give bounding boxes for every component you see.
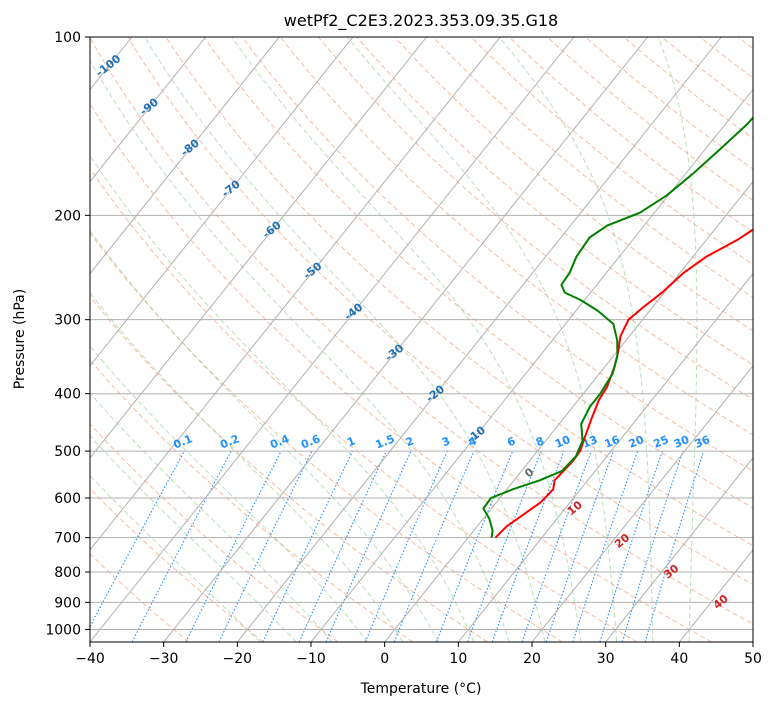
moist-adiabat-line [231, 37, 582, 642]
isotherm-line [90, 37, 280, 275]
moist-adiabat-line [90, 345, 369, 642]
mixing-ratio-line [466, 450, 542, 642]
mixing-ratio-line [90, 450, 185, 628]
mixing-ratio-line [131, 450, 232, 642]
isotherm-line [384, 180, 753, 642]
dewpoint-profile-line [482, 116, 753, 538]
mixing-ratio-label: 1 [345, 434, 357, 449]
dry-adiabat-line [394, 37, 753, 332]
moist-adiabat-line [346, 37, 618, 642]
y-tick-label: 900 [54, 595, 81, 611]
x-tick-label: 50 [744, 651, 762, 667]
mixing-ratio-line [298, 450, 387, 642]
dry-adiabat-line [90, 37, 753, 625]
y-tick-label: 100 [54, 30, 81, 46]
dry-adiabat-line [241, 37, 753, 472]
mixing-ratio-label: 16 [603, 433, 622, 451]
x-tick-label: 40 [670, 651, 688, 667]
isotherm-line [0, 37, 58, 642]
mixing-ratio-line [491, 450, 565, 642]
background-lines [90, 37, 753, 642]
dry-adiabat-line [90, 167, 638, 642]
y-tick-label: 500 [54, 444, 81, 460]
dry-adiabat-line [90, 295, 488, 642]
y-axis: 1000 900 800 700 600 500 400 300 200 100 [45, 30, 90, 638]
temperature-profile-line [494, 228, 753, 539]
moist-adiabat-line [90, 59, 510, 642]
mixing-ratio-label: 30 [672, 433, 691, 451]
isotherm-line [90, 37, 207, 183]
mixing-ratio-label: 20 [627, 433, 646, 451]
y-tick-label: 700 [54, 531, 81, 547]
mixing-ratio-label: 36 [693, 433, 712, 451]
isotherm-line [310, 88, 753, 642]
dry-adiabat-line [90, 487, 264, 642]
x-tick-label: 20 [523, 651, 541, 667]
mixing-ratio-label: 8 [534, 434, 546, 449]
x-tick-label: 10 [449, 651, 467, 667]
x-axis: −40 −30 −20 −10 0 10 20 30 40 50 [75, 642, 762, 667]
y-tick-label: 1000 [45, 622, 81, 638]
mixing-ratio-line [325, 450, 412, 642]
x-axis-title: Temperature (°C) [360, 681, 482, 697]
moist-adiabat-line [90, 154, 475, 642]
dry-adiabat-line [90, 423, 339, 642]
x-tick-label: 0 [380, 651, 389, 667]
grid-lines [0, 37, 753, 642]
mixing-ratio-label: 10 [553, 433, 572, 451]
isotherm-line [531, 364, 753, 642]
x-tick-label: −40 [75, 651, 105, 667]
mixing-ratio-line [262, 450, 353, 642]
x-tick-label: −10 [296, 651, 326, 667]
moist-adiabat-line [90, 474, 261, 642]
isotherm-line [236, 37, 722, 642]
moist-adiabat-line [90, 292, 404, 642]
isotherm-line [457, 272, 753, 642]
isotherm-line [605, 457, 753, 642]
dry-adiabat-line [90, 103, 712, 642]
plot-area-background [90, 37, 753, 642]
mixing-ratio-label: 3 [440, 434, 452, 449]
y-tick-label: 800 [54, 565, 81, 581]
dry-adiabat-line [432, 37, 753, 298]
moist-adiabat-line [90, 229, 439, 642]
mixing-ratio-line [599, 450, 663, 642]
mixing-ratio-label: 25 [652, 433, 671, 451]
y-tick-label: 300 [54, 313, 81, 329]
y-axis-title: Pressure (hPa) [12, 289, 28, 389]
isotherm-line [752, 641, 753, 642]
series-layer [482, 116, 753, 539]
mixing-ratio-line [364, 450, 448, 642]
x-tick-label: −30 [149, 651, 179, 667]
mixing-ratio-line [572, 450, 639, 642]
y-tick-label: 600 [54, 491, 81, 507]
moist-adiabat-line [90, 435, 297, 642]
mixing-ratio-line [435, 450, 514, 642]
y-tick-label: 400 [54, 387, 81, 403]
dry-adiabat-line [356, 37, 753, 366]
mixing-ratio-line [185, 450, 282, 642]
mixing-ratio-line [621, 450, 684, 642]
mixing-ratio-line [545, 450, 614, 642]
isotherm-line [90, 37, 501, 551]
x-tick-label: 30 [597, 651, 615, 667]
plot-area-frame [89, 36, 754, 643]
dry-adiabat-line [203, 37, 753, 509]
isotherm-line [163, 37, 649, 642]
isotherm-line [90, 37, 428, 459]
y-tick-label: 200 [54, 208, 81, 224]
isotherm-line [90, 37, 575, 642]
chart-title: wetPf2_C2E3.2023.353.09.35.G18 [284, 11, 558, 31]
moist-adiabat-line [144, 37, 546, 642]
isotherm-line [90, 37, 354, 367]
mixing-ratio-line [521, 450, 592, 642]
moist-adiabat-line [498, 37, 654, 642]
dry-adiabat-line [279, 37, 753, 436]
moist-adiabat-line [657, 37, 698, 642]
mixing-ratio-label: 2 [404, 434, 416, 449]
dry-adiabat-line [90, 553, 190, 642]
x-tick-label: −20 [223, 651, 253, 667]
